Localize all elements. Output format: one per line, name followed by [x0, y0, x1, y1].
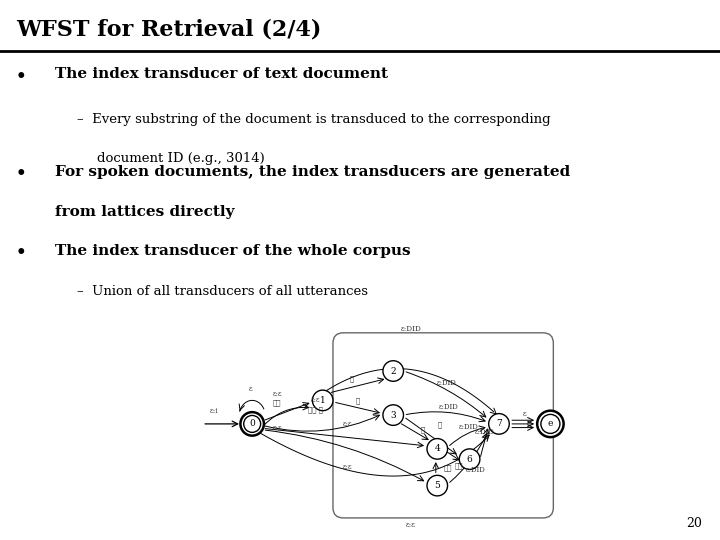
- Text: –  Union of all transducers of all utterances: – Union of all transducers of all uttera…: [77, 285, 368, 298]
- Text: ε:DID: ε:DID: [458, 423, 478, 431]
- Text: ε:ε: ε:ε: [343, 462, 353, 470]
- Text: 4: 4: [434, 444, 440, 454]
- Text: 华: 华: [356, 396, 360, 404]
- Circle shape: [383, 361, 403, 381]
- Text: •: •: [16, 165, 27, 181]
- Circle shape: [459, 449, 480, 469]
- Text: The index transducer of the whole corpus: The index transducer of the whole corpus: [55, 244, 411, 258]
- Circle shape: [240, 412, 264, 436]
- Text: 5: 5: [434, 481, 440, 490]
- Circle shape: [541, 414, 560, 434]
- Text: 华: 华: [350, 374, 354, 382]
- Text: ε:DID: ε:DID: [466, 466, 485, 474]
- Text: 6: 6: [467, 455, 472, 464]
- Text: 2: 2: [390, 367, 396, 375]
- Text: ε:DID: ε:DID: [439, 403, 459, 411]
- Text: ε:i: ε:i: [210, 407, 218, 415]
- Text: ε:ε: ε:ε: [272, 423, 282, 431]
- Text: e: e: [548, 420, 553, 428]
- Text: ε:ε
汉语 英: ε:ε 汉语 英: [308, 396, 323, 414]
- Text: ε:DID: ε:DID: [436, 380, 456, 388]
- Circle shape: [243, 415, 261, 433]
- Text: WFST for Retrieval (2/4): WFST for Retrieval (2/4): [16, 19, 321, 41]
- Text: •: •: [16, 68, 27, 84]
- Text: ε:ε
关键: ε:ε 关键: [272, 389, 282, 407]
- Circle shape: [537, 411, 564, 437]
- Circle shape: [427, 475, 448, 496]
- Text: 绝妙: 绝妙: [455, 461, 464, 469]
- Text: ε:ε: ε:ε: [343, 420, 353, 428]
- Circle shape: [312, 390, 333, 411]
- Text: ε:ε: ε:ε: [406, 521, 416, 529]
- Circle shape: [489, 414, 509, 434]
- Text: 0: 0: [249, 420, 255, 428]
- Text: ε: ε: [249, 385, 253, 393]
- Text: 中美: 中美: [444, 463, 452, 471]
- Text: The index transducer of text document: The index transducer of text document: [55, 68, 389, 82]
- Circle shape: [383, 405, 403, 426]
- Text: 20: 20: [686, 517, 702, 530]
- Text: For spoken documents, the index transducers are generated: For spoken documents, the index transduc…: [55, 165, 571, 179]
- Text: ε:DID: ε:DID: [400, 325, 421, 333]
- Text: •: •: [16, 244, 27, 261]
- Text: ε:DID: ε:DID: [474, 428, 494, 436]
- Text: 1: 1: [320, 396, 325, 405]
- Text: from lattices directly: from lattices directly: [55, 205, 235, 219]
- Text: 3: 3: [390, 410, 396, 420]
- Text: –  Every substring of the document is transduced to the corresponding: – Every substring of the document is tra…: [77, 113, 551, 126]
- Text: 过: 过: [438, 421, 442, 429]
- Text: 英: 英: [420, 425, 425, 433]
- Text: ε: ε: [523, 410, 526, 418]
- Text: document ID (e.g., 3014): document ID (e.g., 3014): [97, 152, 265, 165]
- Circle shape: [427, 438, 448, 459]
- Text: 7: 7: [496, 420, 502, 428]
